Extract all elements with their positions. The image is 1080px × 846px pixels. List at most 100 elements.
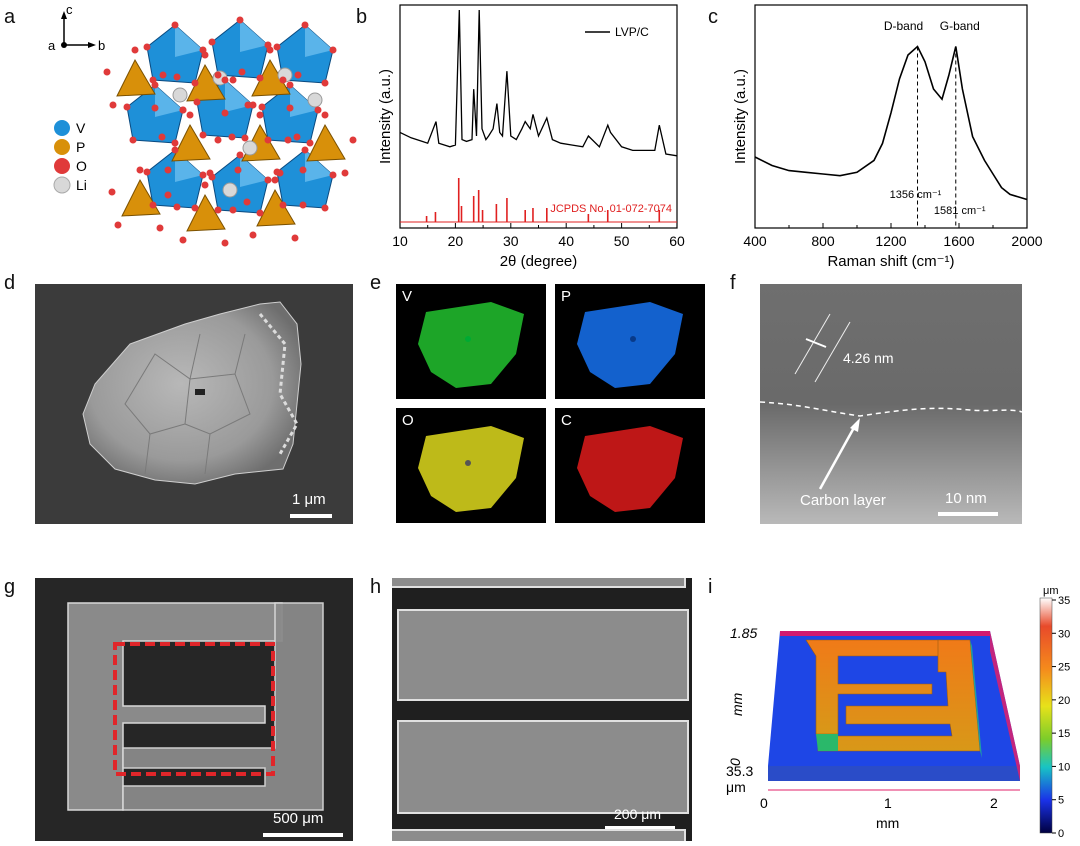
panel-label-b: b bbox=[356, 6, 368, 28]
x-tick-label: 30 bbox=[503, 233, 519, 249]
scale-bar-d bbox=[290, 514, 332, 518]
o-atom bbox=[158, 133, 166, 141]
o-atom bbox=[279, 76, 287, 84]
eds-label-o: O bbox=[402, 412, 414, 429]
i-x-tick-0: 0 bbox=[760, 795, 768, 811]
g-band-label: G-band bbox=[940, 19, 980, 33]
x-axis-label: Raman shift (cm⁻¹) bbox=[827, 253, 954, 270]
colorbar-tick-label: 10 bbox=[1058, 761, 1070, 773]
o-atom bbox=[179, 106, 187, 114]
o-atom bbox=[103, 68, 111, 76]
o-atom bbox=[284, 136, 292, 144]
o-atom bbox=[159, 71, 167, 79]
o-atom bbox=[341, 169, 349, 177]
colorbar-tick-label: 25 bbox=[1058, 662, 1070, 674]
o-atom bbox=[234, 166, 242, 174]
o-atom bbox=[156, 224, 164, 232]
legend-v: V bbox=[76, 120, 86, 136]
y-axis-label: Intensity (a.u.) bbox=[732, 69, 749, 164]
panel-label-e: e bbox=[370, 272, 382, 294]
i-z-val: 35.3 bbox=[726, 763, 753, 779]
electrode-3d bbox=[805, 639, 982, 758]
x-tick-label: 400 bbox=[743, 233, 767, 249]
o-atom bbox=[279, 201, 287, 209]
axis-b-label: b bbox=[98, 38, 105, 53]
o-atom bbox=[123, 103, 131, 111]
panel-label-c: c bbox=[708, 6, 718, 28]
i-y-unit: mm bbox=[729, 692, 745, 716]
o-atom bbox=[114, 221, 122, 229]
o-atom bbox=[286, 104, 294, 112]
panel-label-g: g bbox=[4, 576, 16, 598]
scale-text-g: 500 μm bbox=[273, 810, 324, 827]
po4-tetrahedron bbox=[306, 123, 346, 162]
o-atom bbox=[256, 209, 264, 217]
o-atom bbox=[221, 239, 229, 247]
i-y-top: 1.85 bbox=[730, 625, 757, 641]
x-tick-label: 1200 bbox=[875, 233, 906, 249]
o-atom bbox=[199, 171, 207, 179]
x-tick-label: 10 bbox=[392, 233, 408, 249]
o-atom bbox=[294, 71, 302, 79]
o-atom bbox=[214, 71, 222, 79]
li-atom bbox=[242, 140, 258, 156]
legend-p: P bbox=[76, 139, 85, 155]
o-atom bbox=[258, 103, 266, 111]
scale-text-d: 1 μm bbox=[292, 491, 326, 508]
i-x-tick-2: 2 bbox=[990, 795, 998, 811]
po4-tetrahedron bbox=[171, 123, 211, 162]
crystal-structure-illustration: c a b V P O Li bbox=[48, 2, 357, 247]
o-atom bbox=[321, 79, 329, 87]
eds-map-v: V bbox=[396, 284, 546, 399]
o-atom bbox=[199, 131, 207, 139]
y-axis-label: Intensity (a.u.) bbox=[377, 69, 394, 164]
x-tick-label: 1600 bbox=[943, 233, 974, 249]
raman-chart: 400 800 1200 1600 2000 Raman shift (cm⁻¹) Inte… bbox=[732, 4, 1043, 270]
po4-tetrahedron bbox=[186, 193, 226, 232]
eds-label-c: C bbox=[561, 412, 572, 429]
o-atom bbox=[164, 191, 172, 199]
d-band-value: 1356 cm⁻¹ bbox=[890, 189, 942, 201]
scale-bar-f bbox=[938, 512, 998, 516]
o-atom bbox=[151, 81, 159, 89]
i-z-unit: μm bbox=[726, 779, 746, 795]
o-atom bbox=[193, 98, 201, 106]
o-atom bbox=[136, 166, 144, 174]
colorbar-tick-label: 0 bbox=[1058, 828, 1064, 840]
o-atom bbox=[301, 21, 309, 29]
o-atom bbox=[314, 106, 322, 114]
o-atom bbox=[191, 79, 199, 87]
sem-finger-image: 200 μm bbox=[392, 578, 692, 841]
o-atom bbox=[221, 76, 229, 84]
o-atom bbox=[301, 146, 309, 154]
o-atom bbox=[171, 21, 179, 29]
o-atom bbox=[243, 198, 251, 206]
eds-map-o: O bbox=[396, 408, 546, 523]
o-atom bbox=[214, 136, 222, 144]
o-atom bbox=[306, 139, 314, 147]
o-atom bbox=[173, 73, 181, 81]
o-atom bbox=[321, 204, 329, 212]
lattice-spacing-text: 4.26 nm bbox=[843, 350, 894, 366]
o-atom bbox=[299, 201, 307, 209]
panel-label-h: h bbox=[370, 576, 382, 598]
panel-label-i: i bbox=[708, 576, 713, 598]
o-atom bbox=[151, 104, 159, 112]
scale-text-f: 10 nm bbox=[945, 490, 987, 507]
o-atom bbox=[229, 76, 237, 84]
o-atom bbox=[271, 176, 279, 184]
axis-c-label: c bbox=[66, 2, 73, 17]
o-atom bbox=[236, 151, 244, 159]
li-atom bbox=[172, 87, 188, 103]
o-atom bbox=[329, 171, 337, 179]
o-atom bbox=[293, 133, 301, 141]
eds-label-p: P bbox=[561, 288, 572, 305]
scale-bar-g bbox=[263, 833, 343, 837]
colorbar-tick-label: 30 bbox=[1058, 628, 1070, 640]
o-atom bbox=[249, 231, 257, 239]
raman-series bbox=[754, 45, 1028, 201]
i-x-tick-1: 1 bbox=[884, 795, 892, 811]
carbon-layer-text: Carbon layer bbox=[800, 492, 886, 509]
o-atom bbox=[241, 134, 249, 142]
o-atom bbox=[329, 46, 337, 54]
